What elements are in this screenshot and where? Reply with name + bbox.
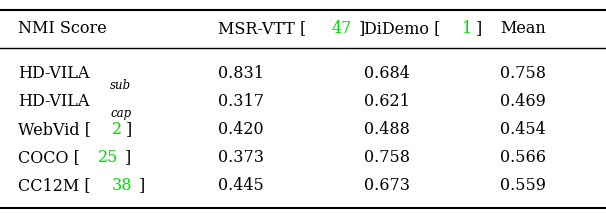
Text: CC12M [: CC12M [ bbox=[18, 177, 91, 194]
Text: 0.445: 0.445 bbox=[218, 177, 264, 194]
Text: 0.469: 0.469 bbox=[500, 93, 546, 110]
Text: ]: ] bbox=[358, 20, 365, 37]
Text: 0.758: 0.758 bbox=[500, 65, 546, 82]
Text: HD-VILA: HD-VILA bbox=[18, 93, 90, 110]
Text: 0.684: 0.684 bbox=[364, 65, 410, 82]
Text: 1: 1 bbox=[462, 20, 473, 37]
Text: 2: 2 bbox=[112, 121, 122, 138]
Text: 0.566: 0.566 bbox=[500, 149, 546, 166]
Text: HD-VILA: HD-VILA bbox=[18, 65, 90, 82]
Text: sub: sub bbox=[110, 79, 132, 92]
Text: 38: 38 bbox=[112, 177, 132, 194]
Text: 0.317: 0.317 bbox=[218, 93, 264, 110]
Text: 0.454: 0.454 bbox=[500, 121, 545, 138]
Text: ]: ] bbox=[124, 149, 130, 166]
Text: 47: 47 bbox=[332, 20, 353, 37]
Text: ]: ] bbox=[125, 121, 132, 138]
Text: 0.673: 0.673 bbox=[364, 177, 410, 194]
Text: cap: cap bbox=[110, 107, 132, 120]
Text: ]: ] bbox=[475, 20, 482, 37]
Text: COCO [: COCO [ bbox=[18, 149, 80, 166]
Text: NMI Score: NMI Score bbox=[18, 20, 107, 37]
Text: 25: 25 bbox=[98, 149, 118, 166]
Text: 0.420: 0.420 bbox=[218, 121, 264, 138]
Text: DiDemo [: DiDemo [ bbox=[364, 20, 440, 37]
Text: 0.488: 0.488 bbox=[364, 121, 410, 138]
Text: ]: ] bbox=[138, 177, 145, 194]
Text: 0.373: 0.373 bbox=[218, 149, 264, 166]
Text: Mean: Mean bbox=[500, 20, 545, 37]
Text: 0.758: 0.758 bbox=[364, 149, 410, 166]
Text: MSR-VTT [: MSR-VTT [ bbox=[218, 20, 307, 37]
Text: 0.831: 0.831 bbox=[218, 65, 264, 82]
Text: 0.559: 0.559 bbox=[500, 177, 546, 194]
Text: WebVid [: WebVid [ bbox=[18, 121, 91, 138]
Text: 0.621: 0.621 bbox=[364, 93, 410, 110]
